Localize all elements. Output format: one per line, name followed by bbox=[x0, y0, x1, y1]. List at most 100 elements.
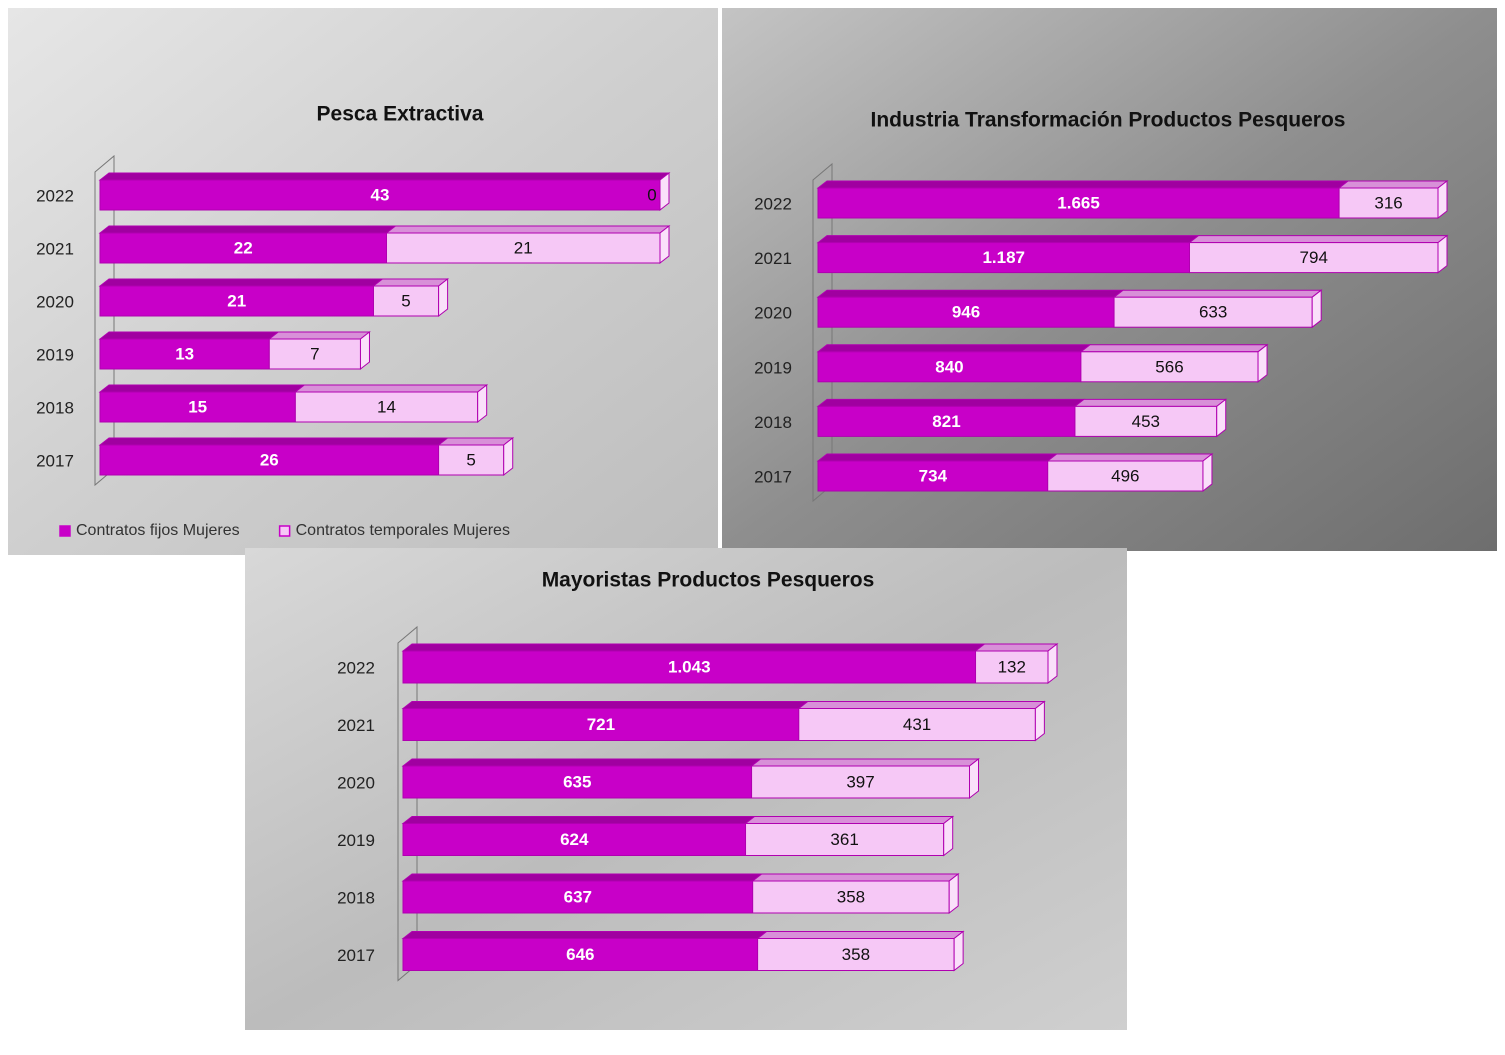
y-tick-label: 2020 bbox=[337, 773, 375, 792]
bar-depth bbox=[401, 643, 986, 652]
y-tick-label: 2019 bbox=[337, 831, 375, 850]
bar-depth bbox=[437, 437, 515, 446]
data-label: 21 bbox=[227, 291, 246, 310]
data-label: 637 bbox=[564, 887, 592, 906]
bar-depth bbox=[1112, 289, 1323, 298]
bar bbox=[402, 650, 977, 684]
data-label: 5 bbox=[466, 450, 475, 469]
bar-depth bbox=[948, 872, 959, 915]
data-label: 721 bbox=[587, 715, 615, 734]
bar-depth bbox=[385, 225, 671, 234]
y-tick-label: 2021 bbox=[754, 249, 792, 268]
y-tick-label: 2017 bbox=[754, 467, 792, 486]
bar bbox=[99, 444, 440, 476]
y-tick-label: 2022 bbox=[36, 186, 74, 205]
data-label: 7 bbox=[310, 344, 319, 363]
bar-depth bbox=[1202, 452, 1213, 493]
bar-depth bbox=[816, 180, 1350, 189]
chart-title: Mayoristas Productos Pesqueros bbox=[542, 569, 875, 592]
bar bbox=[99, 285, 374, 317]
bar bbox=[817, 351, 1082, 383]
data-label: 26 bbox=[260, 450, 279, 469]
bar-depth bbox=[98, 278, 384, 287]
bar bbox=[99, 338, 270, 370]
bar-depth bbox=[1257, 343, 1268, 383]
bar bbox=[817, 460, 1049, 492]
data-label: 496 bbox=[1111, 466, 1139, 485]
legend-swatch bbox=[59, 525, 71, 537]
data-label: 22 bbox=[234, 238, 253, 257]
bar bbox=[745, 823, 945, 856]
bar-depth bbox=[816, 289, 1125, 298]
data-label: 646 bbox=[566, 945, 594, 964]
data-label: 358 bbox=[842, 945, 870, 964]
bar-depth bbox=[1188, 235, 1449, 244]
bar-depth bbox=[293, 384, 489, 393]
bar-depth bbox=[1437, 234, 1448, 274]
y-tick-label: 2017 bbox=[337, 946, 375, 965]
data-label: 734 bbox=[919, 466, 948, 485]
bar-depth bbox=[98, 225, 397, 234]
bar bbox=[817, 187, 1340, 219]
bar-depth bbox=[372, 278, 450, 287]
bar bbox=[268, 338, 361, 370]
bar bbox=[402, 938, 759, 971]
bar-depth bbox=[1079, 344, 1269, 353]
data-label: 358 bbox=[837, 887, 865, 906]
bar-depth bbox=[751, 873, 960, 882]
data-label: 566 bbox=[1155, 357, 1183, 376]
data-label: 453 bbox=[1132, 412, 1160, 431]
data-label: 635 bbox=[563, 772, 591, 791]
bar-depth bbox=[659, 171, 670, 212]
bar bbox=[402, 708, 800, 741]
bar-depth bbox=[98, 172, 671, 181]
bar bbox=[817, 296, 1115, 328]
bar-depth bbox=[943, 815, 954, 857]
bar-depth bbox=[1034, 700, 1045, 742]
data-label: 0 bbox=[647, 185, 656, 204]
data-label: 43 bbox=[371, 185, 390, 204]
data-label: 821 bbox=[932, 412, 960, 431]
bar-depth bbox=[750, 758, 980, 767]
bar-depth bbox=[1216, 398, 1227, 438]
y-tick-label: 2019 bbox=[36, 345, 74, 364]
bar bbox=[1074, 405, 1218, 437]
chart-title: Industria Transformación Productos Pesqu… bbox=[871, 109, 1346, 132]
bar bbox=[752, 880, 950, 914]
bar bbox=[438, 444, 505, 476]
bar-depth bbox=[1046, 453, 1214, 462]
y-tick-label: 2018 bbox=[36, 398, 74, 417]
bar-depth bbox=[1311, 289, 1322, 329]
bar-depth bbox=[969, 757, 980, 800]
y-tick-label: 2018 bbox=[337, 888, 375, 907]
y-tick-label: 2020 bbox=[754, 304, 792, 323]
bar-depth bbox=[974, 643, 1059, 652]
bar bbox=[1113, 296, 1313, 328]
y-tick-label: 2020 bbox=[36, 292, 74, 311]
bar-depth bbox=[816, 235, 1200, 244]
bar-depth bbox=[98, 437, 450, 446]
bar bbox=[1338, 187, 1439, 219]
bar-depth bbox=[797, 701, 1046, 709]
bar-depth bbox=[1047, 642, 1058, 685]
data-label: 14 bbox=[377, 397, 396, 416]
bar-depth bbox=[1337, 180, 1449, 189]
data-label: 361 bbox=[830, 830, 858, 849]
legend-swatch bbox=[278, 525, 291, 537]
bar-depth bbox=[816, 453, 1059, 462]
bar-depth bbox=[1073, 398, 1228, 407]
bar bbox=[817, 405, 1076, 437]
bar-depth bbox=[401, 816, 756, 824]
bar-depth bbox=[744, 816, 955, 824]
data-label: 633 bbox=[1199, 303, 1227, 322]
data-label: 794 bbox=[1300, 248, 1328, 267]
data-label: 840 bbox=[935, 357, 963, 376]
bar-depth bbox=[1437, 179, 1448, 220]
bar-depth bbox=[267, 331, 371, 340]
legend-label: Contratos temporales Mujeres bbox=[296, 522, 510, 539]
chart-title: Pesca Extractiva bbox=[317, 103, 484, 126]
bar bbox=[402, 765, 753, 799]
bar-depth bbox=[816, 398, 1086, 407]
bar-depth bbox=[401, 701, 810, 709]
